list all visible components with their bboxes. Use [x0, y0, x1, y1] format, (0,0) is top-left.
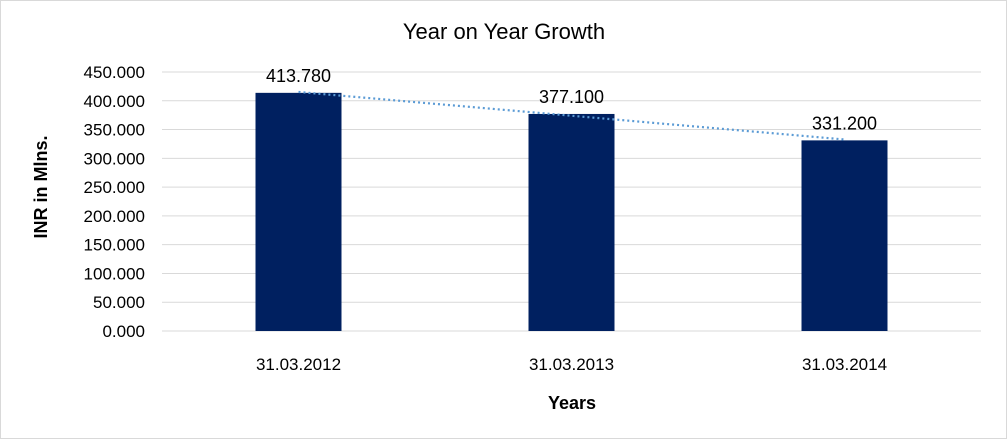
data-label: 331.200 — [812, 113, 877, 133]
x-tick-label: 31.03.2012 — [256, 355, 341, 374]
bar — [255, 92, 342, 331]
x-tick-label: 31.03.2014 — [802, 355, 887, 374]
bars — [255, 92, 888, 331]
y-tick-label: 400.000 — [84, 92, 145, 111]
bar — [528, 113, 615, 331]
x-axis-ticks: 31.03.2012 31.03.2013 31.03.2014 — [256, 355, 887, 374]
x-tick-label: 31.03.2013 — [529, 355, 614, 374]
y-tick-label: 100.000 — [84, 264, 145, 283]
y-tick-label: 300.000 — [84, 149, 145, 168]
y-tick-label: 200.000 — [84, 207, 145, 226]
y-tick-label: 150.000 — [84, 236, 145, 255]
bar — [801, 140, 888, 331]
chart-title: Year on Year Growth — [403, 19, 605, 44]
data-label: 413.780 — [266, 66, 331, 86]
data-labels: 413.780 377.100 331.200 — [266, 66, 877, 134]
y-tick-label: 50.000 — [93, 293, 145, 312]
data-label: 377.100 — [539, 87, 604, 107]
trendline — [298, 90, 845, 141]
y-tick-label: 0.000 — [102, 322, 145, 341]
y-axis-title: INR in Mlns. — [31, 136, 51, 239]
y-tick-label: 350.000 — [84, 121, 145, 140]
y-tick-label: 250.000 — [84, 178, 145, 197]
y-axis-ticks: 0.000 50.000 100.000 150.000 200.000 250.000 3… — [84, 63, 145, 341]
y-tick-label: 450.000 — [84, 63, 145, 82]
trendline-line — [298, 90, 845, 141]
x-axis-title: Years — [548, 393, 596, 413]
